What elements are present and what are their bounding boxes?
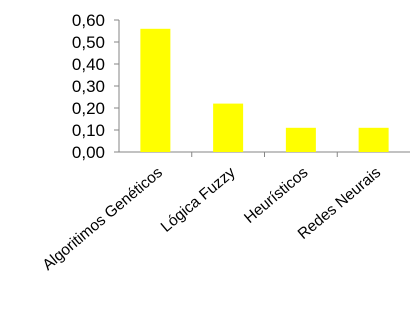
y-tick-label: 0,20 [72, 99, 105, 118]
chart-bars [140, 28, 389, 152]
x-category-label: Algoritimos Genéticos [40, 164, 167, 274]
y-tick-label: 0,30 [72, 77, 105, 96]
y-tick-label: 0,40 [72, 55, 105, 74]
x-category-label: Heurísticos [241, 164, 312, 227]
bar [213, 103, 244, 152]
y-axis-tick-labels: 0,00 0,10 0,20 0,30 0,40 0,50 0,60 [72, 11, 105, 162]
bar [140, 28, 171, 152]
bar [285, 127, 316, 152]
x-category-label: Lógica Fuzzy [158, 164, 239, 236]
bar [358, 127, 389, 152]
y-tick-label: 0,00 [72, 143, 105, 162]
y-tick-label: 0,10 [72, 121, 105, 140]
y-tick-label: 0,60 [72, 11, 105, 30]
y-tick-label: 0,50 [72, 33, 105, 52]
